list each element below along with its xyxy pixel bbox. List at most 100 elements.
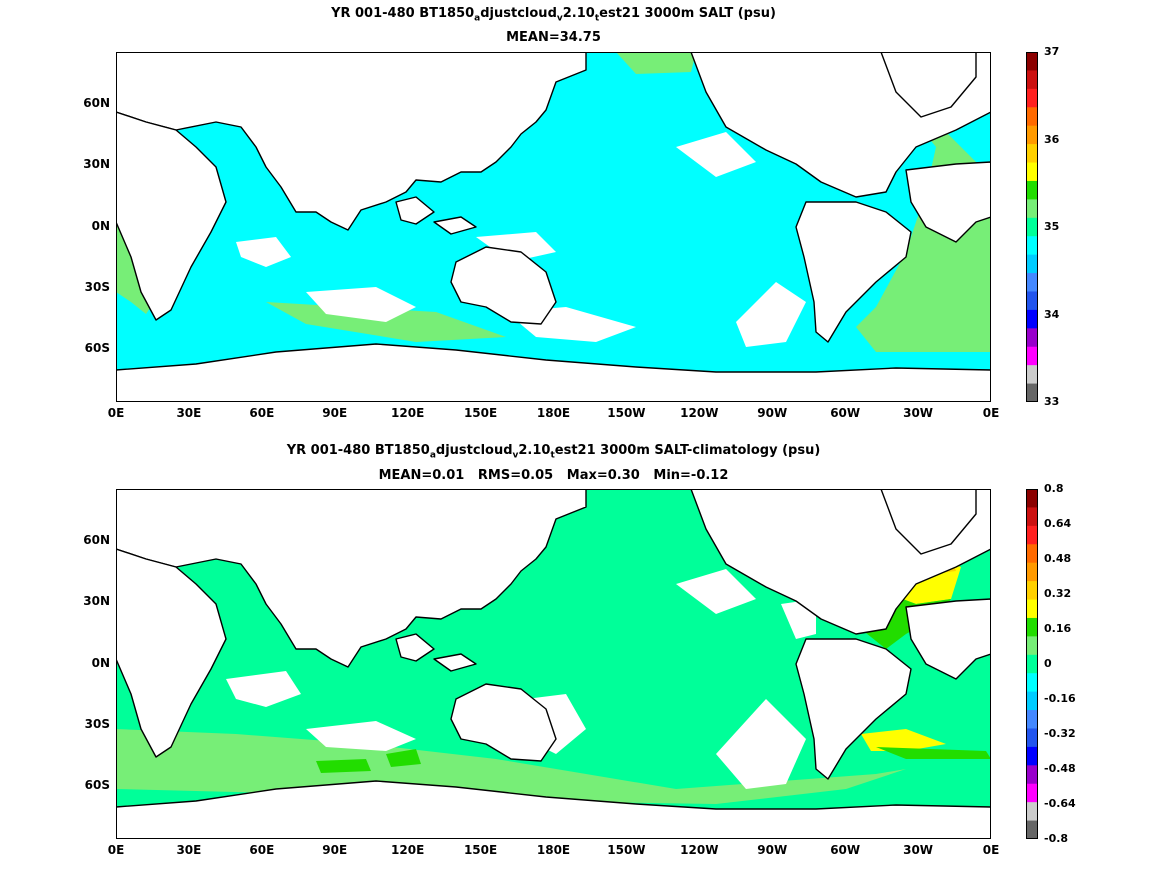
no-data-region (226, 671, 301, 707)
anomaly-svg (116, 489, 991, 839)
colorbar-swatch (1026, 383, 1038, 403)
colorbar-swatch (1026, 217, 1038, 237)
colorbar-swatch (1026, 107, 1038, 127)
colorbar-swatch (1026, 581, 1038, 601)
no-data-region (236, 237, 291, 267)
colorbar-swatch (1026, 562, 1038, 582)
y-tick-label: 0N (91, 656, 110, 670)
colorbar-swatch (1026, 746, 1038, 766)
no-data-region (736, 282, 806, 347)
colorbar-swatch (1026, 636, 1038, 656)
colorbar-swatch (1026, 346, 1038, 366)
x-tick-label: 60W (830, 406, 861, 420)
no-data-region (676, 569, 756, 614)
land-mass (116, 111, 227, 321)
land-mass (450, 683, 557, 762)
x-tick-label: 30W (903, 843, 934, 857)
no-data-region (716, 699, 806, 789)
land-mass (116, 489, 587, 668)
x-tick-label: 90W (757, 406, 788, 420)
colorbar-swatch (1026, 728, 1038, 748)
colorbar-tick-label: -0.8 (1044, 832, 1069, 845)
colorbar-swatch (1026, 673, 1038, 693)
colorbar-tick-label: -0.48 (1044, 762, 1076, 775)
colorbar-swatch (1026, 710, 1038, 729)
x-tick-label: 30W (903, 406, 934, 420)
colorbar-tick-label: -0.64 (1044, 797, 1076, 810)
land-mass (395, 196, 435, 225)
map-frame (116, 489, 991, 839)
x-tick-label: 180E (536, 843, 571, 857)
no-data-region (306, 721, 416, 751)
x-tick-label: 150W (607, 843, 646, 857)
colorbar-swatch (1026, 544, 1038, 564)
colorbar-swatch (1026, 70, 1038, 90)
x-tick-label: 120E (391, 406, 425, 420)
colorbar-swatch (1026, 125, 1038, 145)
colorbar-swatch (1026, 254, 1038, 274)
x-tick-label: 0E (982, 843, 1000, 857)
colorbar-swatch (1026, 691, 1038, 711)
no-data-region (306, 287, 416, 322)
y-tick-label: 30S (84, 717, 110, 731)
colorbar-swatch (1026, 365, 1038, 385)
colorbar-tick-label: 0.64 (1044, 517, 1072, 530)
colorbar-tick-label: 0.48 (1044, 552, 1072, 565)
colorbar-swatch (1026, 617, 1038, 637)
x-tick-label: 90E (322, 843, 348, 857)
salt-colorbar (1026, 52, 1038, 403)
y-tick-label: 60S (84, 778, 110, 792)
x-tick-label: 90W (757, 843, 788, 857)
salt-anomaly-map (116, 489, 991, 839)
no-data-region (676, 132, 756, 177)
colorbar-tick-label: 0.32 (1044, 587, 1072, 600)
x-tick-label: 60E (249, 843, 275, 857)
y-tick-label: 60N (83, 96, 110, 110)
contour-patch (386, 749, 421, 767)
colorbar-swatch (1026, 328, 1038, 348)
y-tick-label: 30N (83, 594, 110, 608)
colorbar-tick-label: 0.16 (1044, 622, 1072, 635)
land-mass (116, 52, 587, 231)
colorbar-svg (1026, 489, 1038, 840)
colorbar-swatch (1026, 162, 1038, 182)
land-mass (395, 633, 435, 662)
land-mass (116, 548, 227, 758)
x-tick-label: 0E (982, 406, 1000, 420)
colorbar-tick-label: 0.8 (1044, 482, 1064, 495)
map-frame (116, 52, 991, 402)
x-tick-label: 180E (536, 406, 571, 420)
panel-stats: MEAN=0.01 RMS=0.05 Max=0.30 Min=-0.12 (378, 468, 729, 483)
panel-stats: MEAN=34.75 (506, 30, 601, 45)
x-tick-label: 120W (680, 843, 719, 857)
colorbar-swatch (1026, 309, 1038, 329)
colorbar-tick-label: 33 (1044, 395, 1060, 408)
land-mass (905, 161, 991, 243)
panel-title: YR 001-480 BT1850adjustcloudv2.10test21 … (286, 443, 821, 461)
colorbar-swatch (1026, 507, 1038, 527)
land-mass (433, 653, 477, 672)
colorbar-tick-label: 34 (1044, 307, 1060, 321)
contour-patch (316, 759, 371, 773)
colorbar-swatch (1026, 273, 1038, 292)
land-mass (905, 598, 991, 680)
colorbar-swatch (1026, 52, 1038, 71)
colorbar-tick-label: -0.32 (1044, 727, 1076, 740)
colorbar-tick-label: 0 (1044, 657, 1052, 670)
x-tick-label: 120W (680, 406, 719, 420)
colorbar-swatch (1026, 783, 1038, 803)
colorbar-swatch (1026, 654, 1038, 674)
x-tick-label: 150E (463, 843, 498, 857)
colorbar-tick-label: 35 (1044, 220, 1060, 233)
colorbar-swatch (1026, 88, 1038, 108)
land-mass (116, 343, 991, 402)
no-data-region (476, 232, 556, 262)
colorbar-swatch (1026, 489, 1038, 508)
colorbar-swatch (1026, 144, 1038, 164)
y-tick-label: 30N (83, 157, 110, 171)
salt-anomaly-colorbar (1026, 489, 1038, 840)
salt-map (116, 52, 991, 402)
colorbar-frame (1026, 52, 1038, 402)
x-tick-label: 0E (107, 843, 125, 857)
land-mass (433, 216, 477, 235)
